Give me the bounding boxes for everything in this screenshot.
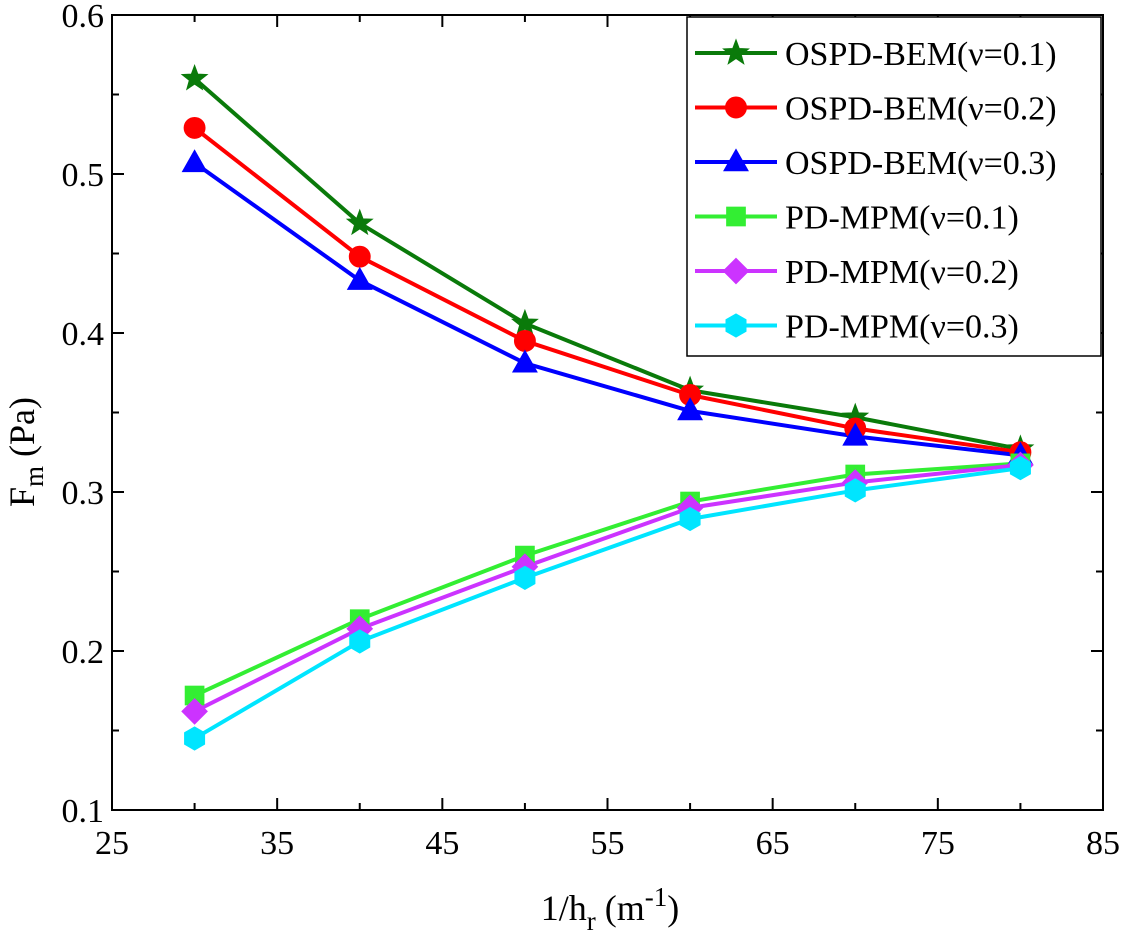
legend-marker: [725, 96, 747, 119]
data-point: [842, 422, 869, 446]
data-point: [1009, 456, 1031, 481]
x-tick-label: 65: [756, 825, 790, 862]
x-tick-label: 45: [425, 825, 459, 862]
data-point: [510, 308, 539, 336]
legend-label: OSPD-BEM(ν=0.2): [785, 91, 1057, 128]
y-tick-label: 0.1: [62, 793, 105, 830]
series-line: [193, 461, 1021, 698]
legend-label: PD-MPM(ν=0.1): [785, 200, 1019, 237]
legend-marker: [723, 148, 749, 172]
legend: OSPD-BEM(ν=0.1) OSPD-BEM(ν=0.2) OSPD-BEM(ν…: [686, 16, 1102, 357]
x-axis-label-sub: r: [587, 906, 596, 936]
data-point: [180, 63, 209, 91]
data-point: [183, 116, 206, 139]
data-point: [844, 478, 866, 503]
data-point: [513, 330, 536, 352]
data-point: [679, 506, 701, 532]
x-tick-label: 85: [1086, 825, 1120, 862]
x-tick-label: 55: [591, 825, 625, 862]
legend-label: OSPD-BEM(ν=0.1): [785, 36, 1057, 73]
y-axis-label-unit: (Pa): [2, 397, 42, 466]
series-markers: [180, 63, 1035, 751]
x-axis-label-main: 1/h: [541, 888, 587, 928]
y-tick-label: 0.5: [62, 157, 105, 194]
y-tick-label: 0.2: [62, 634, 105, 671]
legend-marker: [722, 257, 750, 285]
data-point: [184, 726, 206, 751]
series-line: [193, 77, 1021, 452]
data-point: [677, 397, 704, 421]
legend-label: PD-MPM(ν=0.2): [785, 254, 1019, 291]
x-axis-label-unit-open: (m: [596, 888, 645, 928]
legend-marker: [725, 313, 747, 338]
data-point: [511, 349, 538, 373]
legend-marker: [722, 38, 750, 65]
y-tick-label: 0.6: [62, 0, 105, 35]
series-line: [193, 161, 1021, 458]
y-axis-label-main: F: [2, 487, 42, 507]
x-tick-label: 75: [921, 825, 955, 862]
data-point: [181, 149, 208, 173]
data-point: [348, 245, 371, 268]
y-axis-label-sub: m: [19, 466, 49, 487]
legend-label: OSPD-BEM(ν=0.3): [785, 145, 1057, 182]
series-lines: [193, 77, 1021, 741]
series-line: [193, 466, 1021, 741]
legend-label: PD-MPM(ν=0.3): [785, 309, 1019, 346]
y-tick-label: 0.4: [62, 316, 105, 353]
data-point: [349, 629, 371, 654]
x-axis-label-unit-close: ): [667, 888, 679, 928]
data-point: [514, 565, 536, 590]
axis-ticks: 25 35 45 55 65 75 85 0.1 0.2 0.3 0.4 0.5 0.6: [62, 0, 1121, 862]
data-point: [181, 698, 208, 725]
series-line: [193, 126, 1021, 455]
legend-box: [686, 16, 1102, 357]
series-line: [193, 462, 1021, 714]
y-tick-label: 0.3: [62, 475, 105, 512]
x-axis-label-sup: -1: [645, 882, 668, 912]
legend-marker: [726, 206, 746, 227]
x-tick-label: 35: [260, 825, 294, 862]
x-axis-label: 1/hr (m-1): [541, 882, 680, 936]
data-point: [345, 208, 374, 236]
x-tick-label: 25: [95, 825, 129, 862]
y-axis-label: Fm (Pa): [2, 397, 49, 507]
data-point: [346, 266, 373, 290]
